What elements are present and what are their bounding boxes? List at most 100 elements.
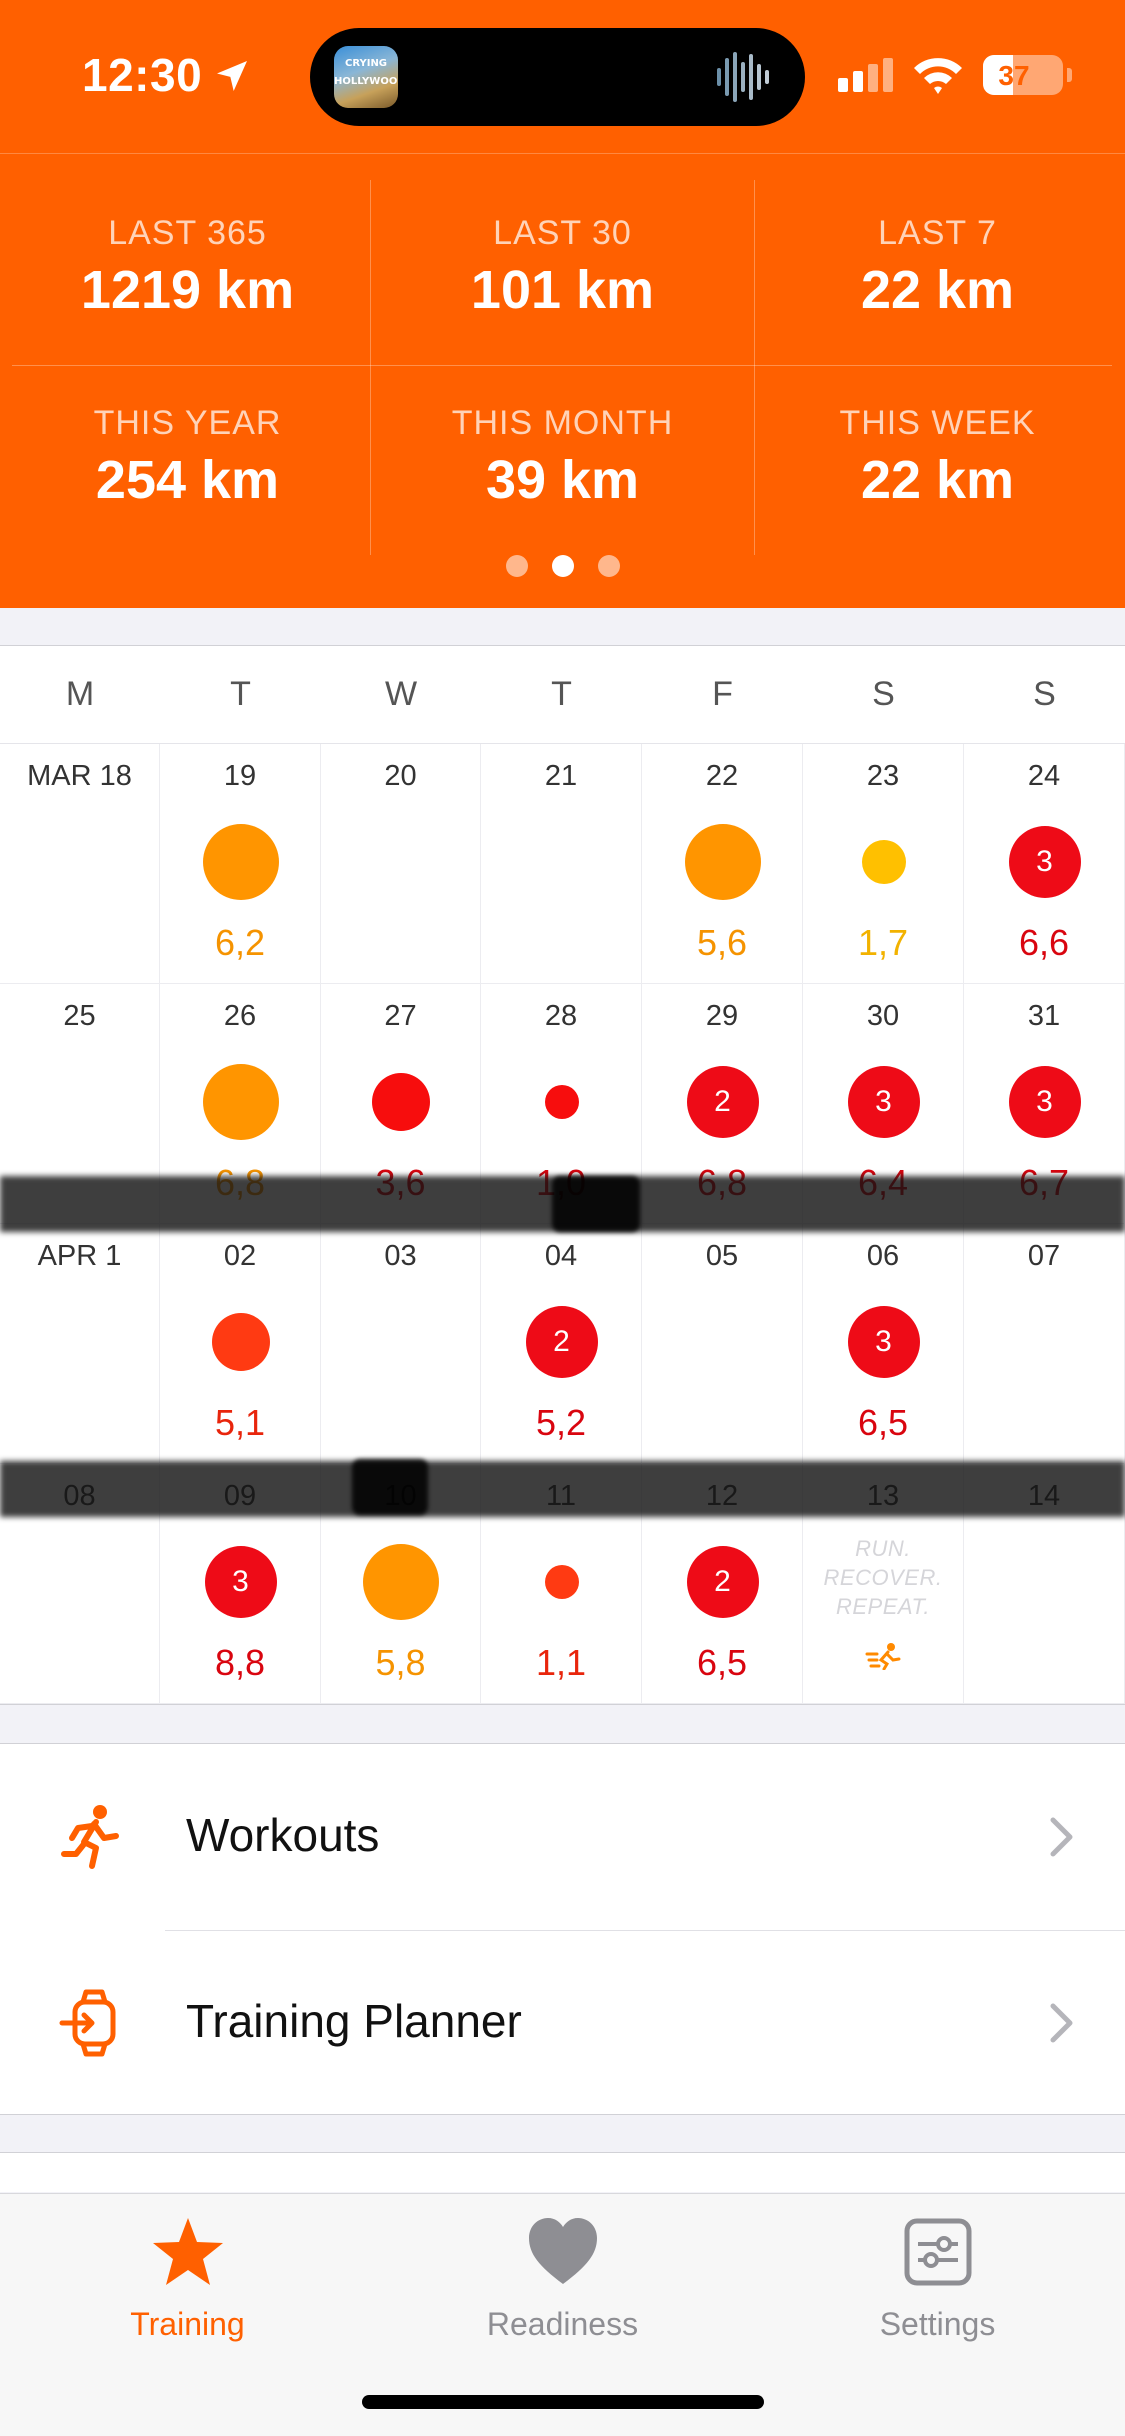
workout-marker: [544, 1565, 579, 1599]
day-distance: 6,5: [857, 1402, 909, 1443]
day-date: 05: [705, 1240, 739, 1272]
workout-marker: 3: [204, 1546, 277, 1618]
cellular-signal-icon: [838, 58, 893, 92]
tab-settings[interactable]: Settings: [750, 2214, 1125, 2354]
page-dot[interactable]: [505, 555, 528, 577]
calendar-day[interactable]: 06 3 6,5: [803, 1224, 964, 1464]
stat-label: THIS WEEK: [839, 404, 1036, 442]
battery-level: 37: [998, 60, 1030, 91]
scan-artifact: [0, 1461, 1125, 1517]
calendar-day[interactable]: 05: [642, 1224, 803, 1464]
weekday-divider: [0, 743, 1125, 744]
day-distance: 6,6: [1018, 922, 1070, 963]
workout-count: 3: [1036, 845, 1053, 878]
stat-last-7: LAST 7 22 km: [750, 214, 1125, 321]
day-date: 31: [1027, 1000, 1061, 1032]
day-date: 02: [223, 1240, 257, 1272]
chevron-right-icon: [1050, 2003, 1073, 2043]
stat-label: LAST 7: [878, 214, 997, 252]
day-date: 30: [866, 1000, 900, 1032]
workout-count: 3: [875, 1085, 892, 1118]
grid-divider: [370, 180, 371, 555]
battery-fill: [983, 55, 1013, 95]
grid-divider: [754, 180, 755, 555]
workout-marker: 3: [1008, 1066, 1081, 1138]
sliders-icon: [904, 2218, 971, 2286]
weekday-header: W: [384, 675, 418, 713]
day-distance: 5,2: [535, 1402, 587, 1443]
calendar-day[interactable]: 04 2 5,2: [481, 1224, 642, 1464]
page-dot[interactable]: [597, 555, 620, 577]
day-date: 24: [1027, 760, 1061, 792]
dynamic-island[interactable]: CRYING HOLLYWOOD: [310, 28, 805, 126]
calendar-day[interactable]: 23 1,7: [803, 744, 964, 984]
workout-marker: 2: [686, 1546, 759, 1618]
training-planner-row[interactable]: Training Planner: [0, 1930, 1125, 2116]
stat-value: 1219 km: [80, 260, 295, 320]
next-section: [0, 2152, 1125, 2192]
motto-line: RECOVER.: [823, 1565, 943, 1590]
tab-training[interactable]: Training: [0, 2214, 375, 2354]
motto-text: RUN. RECOVER. REPEAT.: [803, 1534, 963, 1621]
workout-marker: [372, 1073, 430, 1131]
weekday-header: S: [1033, 675, 1056, 713]
day-distance: 5,8: [375, 1642, 426, 1683]
stat-last-365: LAST 365 1219 km: [0, 214, 375, 321]
workout-count: 3: [232, 1565, 249, 1598]
running-person-icon: [61, 1805, 119, 1869]
workouts-row[interactable]: Workouts: [0, 1744, 1125, 1931]
workout-marker: 3: [847, 1066, 920, 1138]
stat-value: 254 km: [95, 450, 280, 510]
artwork-text-2: HOLLYWOOD: [334, 76, 398, 87]
calendar-day[interactable]: 24 3 6,6: [964, 744, 1125, 984]
calendar-day[interactable]: 19 6,2: [160, 744, 321, 984]
calendar-day[interactable]: 3036,4: [803, 984, 964, 1224]
stat-this-year: THIS YEAR 254 km: [0, 404, 375, 511]
calendar-day[interactable]: 266,8: [160, 984, 321, 1224]
workout-marker: 3: [847, 1306, 920, 1378]
workout-count: 2: [714, 1085, 731, 1118]
day-date: 22: [705, 760, 739, 792]
workout-count: 2: [553, 1325, 570, 1358]
calendar-day[interactable]: MAR 18: [0, 744, 160, 984]
distance-stats-grid[interactable]: LAST 365 1219 km LAST 30 101 km LAST 7 2…: [0, 180, 1125, 555]
workout-marker: [202, 824, 279, 900]
day-distance: 6,2: [214, 922, 266, 963]
day-date: 03: [384, 1240, 417, 1272]
grid-divider: [12, 365, 1112, 366]
stat-label: LAST 30: [493, 214, 632, 252]
day-date: 20: [384, 760, 417, 792]
motto-line: REPEAT.: [836, 1594, 930, 1619]
page-dot-active[interactable]: [551, 555, 574, 577]
battery-indicator: 37: [983, 55, 1072, 95]
chevron-right-icon: [1050, 1817, 1073, 1857]
workout-marker: [861, 840, 906, 884]
training-calendar: M T W T F S S MAR 18 19 6,2 20 21 22 5,6 23 1,7 24 3 6,6 25…: [0, 645, 1125, 1705]
calendar-day[interactable]: 22 5,6: [642, 744, 803, 984]
tab-label: Training: [130, 2306, 245, 2342]
stat-label: THIS MONTH: [451, 404, 674, 442]
day-distance: 5,1: [214, 1402, 266, 1443]
stat-label: LAST 365: [108, 214, 267, 252]
row-divider: [165, 1930, 1125, 1931]
calendar-day[interactable]: APR 1: [0, 1224, 160, 1464]
heart-icon: [528, 2218, 597, 2284]
calendar-day[interactable]: 07: [964, 1224, 1125, 1464]
audio-waveform-icon: [717, 52, 769, 102]
calendar-day[interactable]: 20: [321, 744, 481, 984]
scan-artifact-blob: [352, 1459, 428, 1515]
workouts-label: Workouts: [186, 1809, 380, 1861]
header-divider: [0, 153, 1125, 154]
workout-marker: 2: [686, 1066, 759, 1138]
day-date: 04: [544, 1240, 578, 1272]
battery-nub: [1067, 68, 1072, 82]
workout-marker: [544, 1085, 579, 1119]
page-indicator[interactable]: [0, 555, 1125, 579]
tab-readiness[interactable]: Readiness: [375, 2214, 750, 2354]
calendar-day[interactable]: 21: [481, 744, 642, 984]
day-date: 19: [223, 760, 257, 792]
calendar-day[interactable]: 03: [321, 1224, 481, 1464]
calendar-day[interactable]: 02 5,1: [160, 1224, 321, 1464]
day-date: APR 1: [37, 1240, 122, 1272]
day-distance: 6,5: [696, 1642, 748, 1683]
